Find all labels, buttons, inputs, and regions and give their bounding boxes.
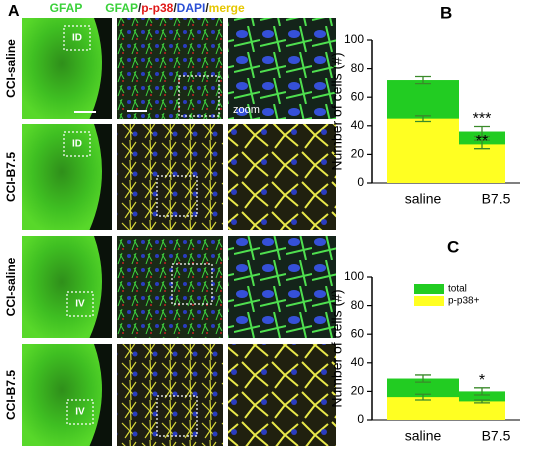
row-label: CCI-saline: [4, 39, 18, 98]
bar: [387, 397, 459, 420]
micrograph: [117, 124, 223, 230]
error-bar: [415, 393, 431, 401]
bar: [459, 144, 505, 183]
spinal-cord: [22, 18, 102, 119]
roi-box: [63, 25, 91, 51]
row-label: CCI-B7.5: [4, 152, 18, 202]
y-tick-label: 0: [357, 412, 364, 426]
roi-box: [178, 75, 220, 117]
roi-label: IV: [75, 299, 85, 310]
micrograph: [117, 344, 223, 446]
error-bar: [474, 387, 490, 396]
y-tick-label: 60: [351, 89, 365, 103]
roi-label: ID: [72, 33, 82, 44]
legend-swatch: [414, 284, 444, 294]
header-part: /: [173, 1, 177, 15]
header-part: /: [205, 1, 209, 15]
y-tick-label: 60: [351, 326, 365, 340]
zoom-label: zoom: [233, 104, 260, 116]
error-bar: [415, 115, 431, 123]
bar: [459, 401, 505, 420]
roi-box: [66, 399, 94, 425]
header-part: merge: [209, 1, 245, 15]
row-label: CCI-B7.5: [4, 370, 18, 420]
micrograph: [228, 124, 336, 230]
error-bar: [474, 399, 490, 404]
roi-box: [63, 131, 91, 157]
legend-label: p-p38+: [448, 296, 480, 307]
header-part: GFAP: [105, 1, 138, 15]
x-tick-label: B7.5: [482, 191, 511, 207]
row-label: CCI-saline: [4, 257, 18, 316]
y-tick-label: 100: [344, 32, 364, 46]
y-tick-label: 0: [357, 175, 364, 189]
x-tick-label: saline: [405, 191, 442, 207]
column-header: GFAP: [50, 1, 83, 15]
panel-a: A GFAP GFAP/p-p38/DAPI/merge: [8, 1, 245, 20]
legend-swatch: [414, 296, 444, 306]
panel-label: A: [8, 3, 20, 20]
roi-box: [156, 175, 198, 217]
error-bar: [415, 75, 431, 85]
roi-label: ID: [72, 139, 82, 150]
error-bar: [415, 374, 431, 383]
micrograph: [228, 344, 336, 446]
y-tick-label: 80: [351, 298, 365, 312]
roi-label: IV: [75, 407, 85, 418]
x-tick-label: saline: [405, 428, 442, 444]
y-tick-label: 20: [351, 384, 365, 398]
y-axis-label: Number of cells (#): [329, 289, 345, 407]
column-header: GFAP/p-p38/DAPI/merge: [105, 1, 245, 15]
roi-box: [66, 291, 94, 317]
micrograph: [228, 236, 336, 338]
roi-box: [171, 263, 213, 305]
y-tick-label: 40: [351, 118, 365, 132]
spinal-cord: [22, 344, 102, 446]
micrograph: [117, 236, 223, 338]
bar: [387, 118, 459, 183]
significance: *: [479, 372, 485, 389]
header-part: DAPI: [177, 1, 206, 15]
panel-label: B: [440, 3, 452, 22]
panel-label: C: [447, 237, 459, 256]
significance: ***: [473, 111, 492, 128]
y-tick-label: 20: [351, 147, 365, 161]
legend-label: total: [448, 284, 467, 295]
y-axis-label: Number of cells (#): [329, 52, 345, 170]
y-tick-label: 100: [344, 269, 364, 283]
y-tick-label: 80: [351, 61, 365, 75]
x-tick-label: B7.5: [482, 428, 511, 444]
y-tick-label: 40: [351, 355, 365, 369]
micrograph: [228, 18, 336, 119]
header-part: p-p38: [141, 1, 173, 15]
spinal-cord: [22, 124, 102, 230]
header-part: /: [138, 1, 142, 15]
micrograph: [117, 18, 223, 119]
error-bar: [474, 139, 490, 150]
significance: **: [476, 133, 488, 150]
roi-box: [156, 395, 198, 437]
spinal-cord: [22, 236, 102, 338]
error-bar: [474, 125, 490, 138]
